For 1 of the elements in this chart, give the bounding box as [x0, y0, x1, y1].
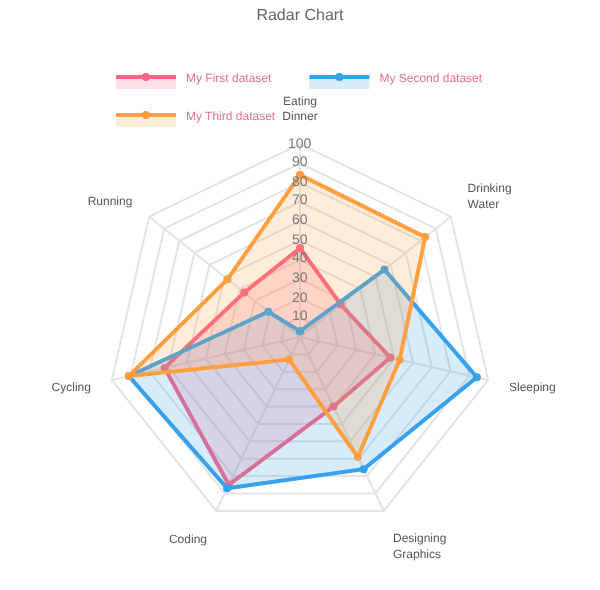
chart-title: Radar Chart — [256, 6, 346, 25]
